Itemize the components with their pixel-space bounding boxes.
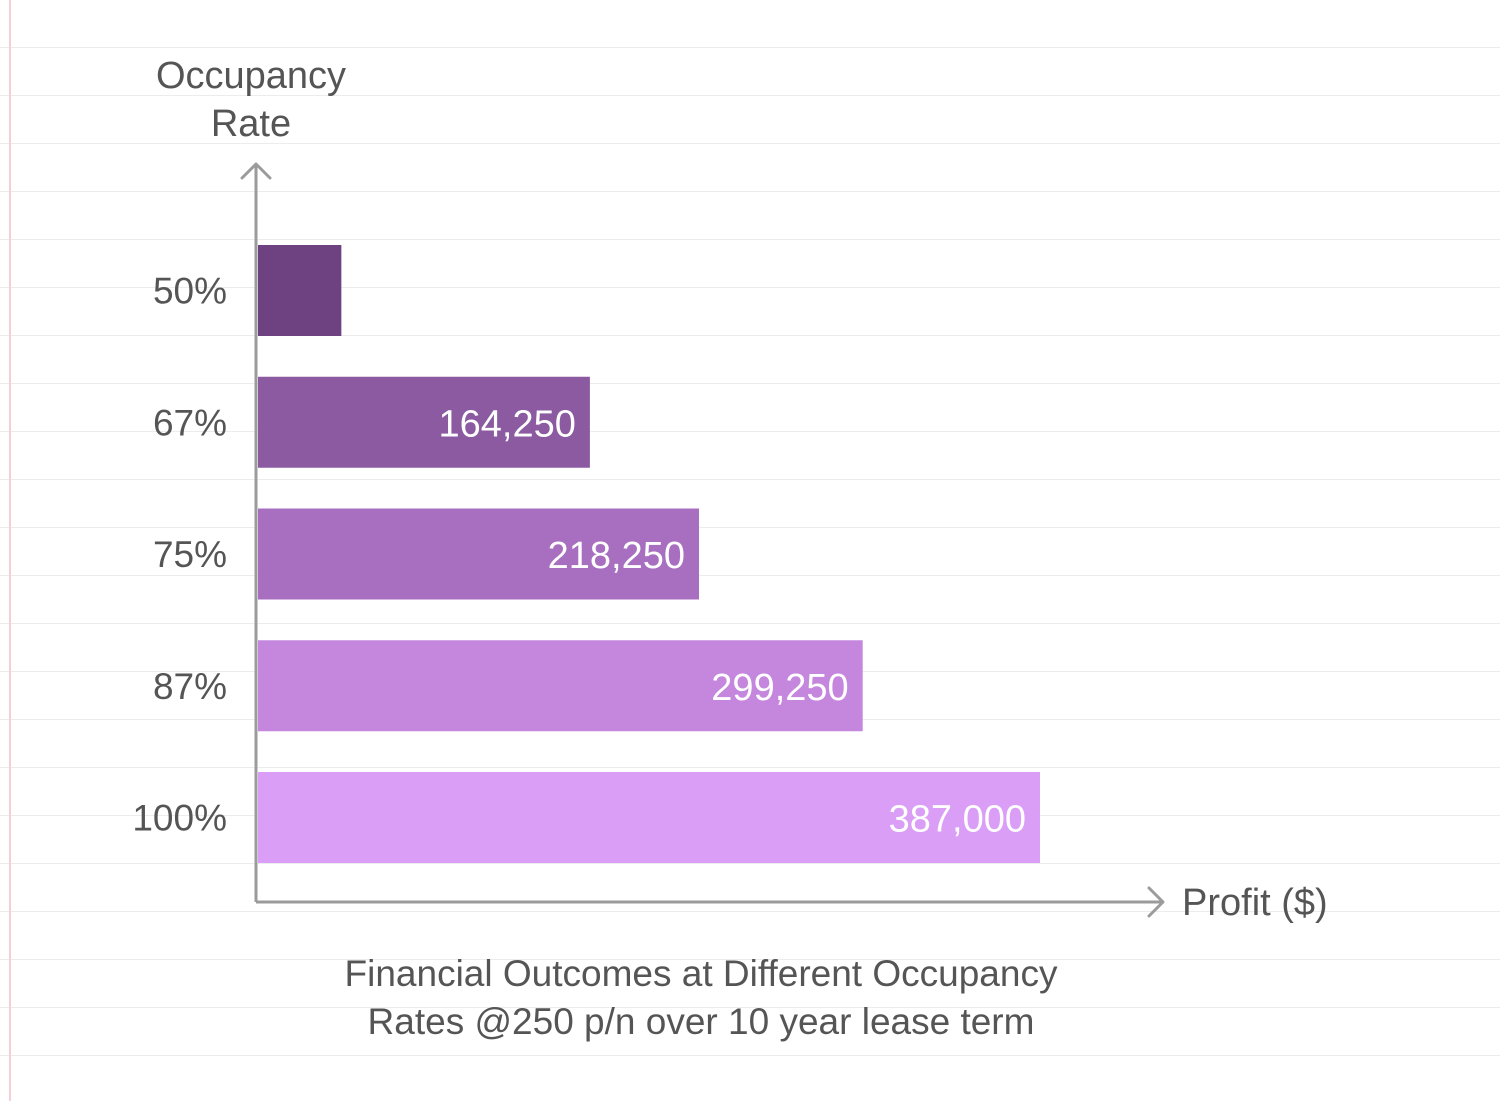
x-axis-title: Profit ($): [1182, 882, 1328, 924]
data-label-1: 164,250: [439, 403, 576, 445]
data-label-3: 299,250: [711, 667, 848, 709]
chart-caption-line-1: Financial Outcomes at Different Occupanc…: [345, 953, 1058, 994]
y-axis-arrowhead: [240, 162, 272, 180]
bars-group: [258, 245, 1040, 863]
category-label-3: 87%: [153, 666, 227, 707]
data-label-2: 218,250: [548, 535, 685, 577]
category-labels-group: 50% 67% 75% 87% 100%: [132, 271, 227, 839]
chart-caption-line-2: Rates @250 p/n over 10 year lease term: [368, 1001, 1035, 1042]
bar-0: [258, 245, 342, 336]
bar-2: [258, 508, 700, 600]
bar-1: [258, 376, 590, 468]
category-label-0: 50%: [153, 271, 227, 312]
category-label-1: 67%: [153, 402, 227, 443]
y-axis-title-line-2: Rate: [211, 103, 291, 145]
paper-margin-line: [9, 0, 11, 1101]
y-axis-title-line-1: Occupancy: [156, 55, 346, 97]
category-label-2: 75%: [153, 534, 227, 575]
data-label-4: 387,000: [889, 799, 1026, 841]
x-axis-arrowhead: [1147, 886, 1165, 918]
data-labels-group: 164,250 218,250 299,250 387,000: [439, 403, 1026, 840]
category-label-4: 100%: [132, 798, 227, 839]
bar-3: [258, 640, 863, 732]
bar-4: [258, 772, 1040, 863]
